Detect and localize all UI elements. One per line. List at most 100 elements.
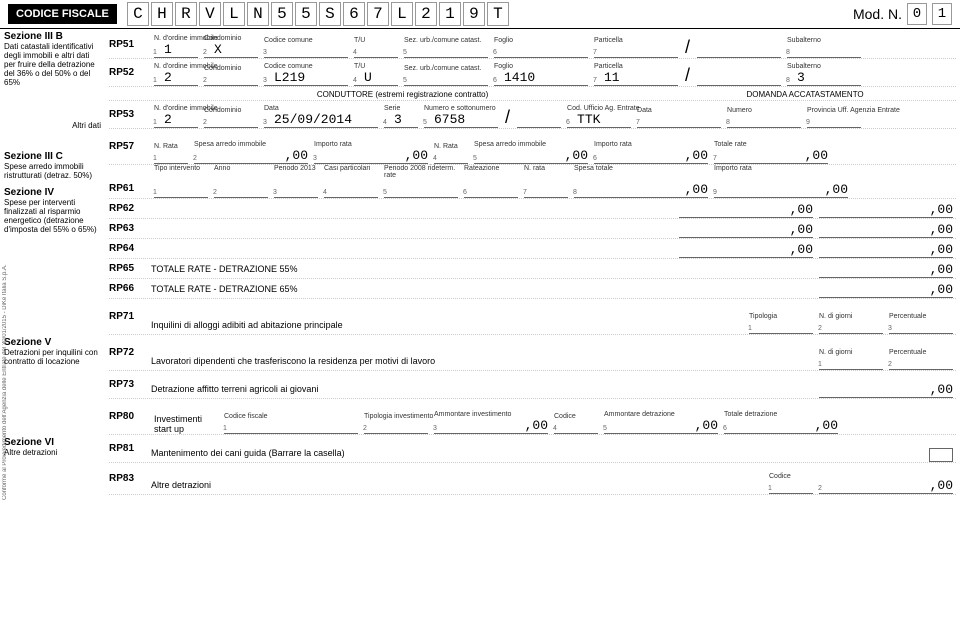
val: ,00 [819, 478, 953, 494]
lbl: N. di giorni [819, 349, 883, 356]
val: 11 [594, 70, 678, 86]
row-rp72: RP72 Lavoratori dipendenti che trasferis… [109, 335, 956, 371]
rp66-code: RP66 [109, 283, 151, 294]
val [214, 184, 268, 198]
sec5-desc: Detrazioni per inquilini con contratto d… [4, 348, 101, 366]
banner-left: CONDUTTORE (estremi registrazione contra… [151, 89, 654, 100]
row-rp83: RP83 Altre detrazioni Codice1 2,00 [109, 463, 956, 495]
num: 4 [433, 155, 437, 162]
num: 5 [423, 119, 427, 126]
val [697, 72, 781, 86]
lbl: Condominio [204, 107, 258, 114]
num: 2 [193, 155, 197, 162]
num: 4 [553, 425, 557, 432]
rp63-code: RP63 [109, 223, 151, 234]
checkbox[interactable] [929, 448, 953, 462]
rp65-text: TOTALE RATE - DETRAZIONE 55% [151, 260, 816, 278]
lbl: Condominio [204, 35, 258, 42]
row-rp51: RP51 N. d'ordine immobile11 Condominio2X… [109, 31, 956, 59]
mod-label: Mod. N. [853, 6, 902, 22]
val [204, 114, 258, 128]
hdr: N. rata [521, 165, 571, 179]
val [324, 184, 378, 198]
lbl: Codice fiscale [224, 413, 358, 420]
num: 7 [593, 49, 597, 56]
val: 2 [154, 112, 198, 128]
val: ,00 [819, 382, 953, 398]
lbl: Tipologia investimento [364, 413, 428, 420]
num: 2 [818, 485, 822, 492]
cf-char: 5 [271, 2, 293, 26]
val [594, 44, 678, 58]
val [354, 44, 398, 58]
codice-fiscale-boxes: C H R V L N 5 5 S 6 7 L 2 1 9 T [127, 2, 509, 26]
val: 3 [384, 112, 418, 128]
hdr: Casi particolari [321, 165, 381, 179]
lbl: Codice comune [264, 37, 348, 44]
cf-char: L [391, 2, 413, 26]
num: 4 [353, 77, 357, 84]
num: 2 [363, 425, 367, 432]
num: 7 [593, 77, 597, 84]
val: X [204, 42, 258, 58]
lbl: N. d'ordine immobile [154, 63, 198, 70]
val: ,00 [574, 182, 708, 198]
rp71-text: Inquilini di alloggi adibiti ad abitazio… [151, 316, 746, 334]
altri-dati-label: Altri dati [4, 121, 101, 151]
mod-n: Mod. N. 0 1 [853, 3, 952, 25]
hdr: Spesa totale [571, 165, 711, 179]
num: 6 [493, 49, 497, 56]
val [889, 320, 953, 334]
val [524, 184, 568, 198]
val [404, 72, 488, 86]
val: ,00 [819, 202, 953, 218]
lbl: Spesa arredo immobile [194, 141, 308, 148]
val: ,00 [679, 242, 813, 258]
val: ,00 [194, 148, 308, 164]
lbl: Codice comune [264, 63, 348, 70]
num: 5 [473, 155, 477, 162]
right-column: RP51 N. d'ordine immobile11 Condominio2X… [105, 29, 960, 497]
val: ,00 [724, 418, 838, 434]
rp80-t1: Investimenti [154, 414, 218, 424]
lbl: T/U [354, 63, 398, 70]
num: 3 [263, 119, 267, 126]
val: 1410 [494, 70, 588, 86]
val [787, 44, 861, 58]
val [154, 150, 188, 164]
cf-char: C [127, 2, 149, 26]
lbl: N. d'ordine immobile [154, 35, 198, 42]
lbl: Particella [594, 63, 678, 70]
num: 6 [463, 189, 467, 196]
lbl: Ammontare detrazione [604, 411, 718, 418]
top-bar: CODICE FISCALE C H R V L N 5 5 S 6 7 L 2… [0, 0, 960, 29]
rp73-text: Detrazione affitto terreni agricoli ai g… [151, 380, 816, 398]
val: 1 [154, 42, 198, 58]
row-rp61: RP61 1 2 3 4 5 6 7 8,00 9,00 [109, 179, 956, 199]
lbl: Serie [384, 105, 418, 112]
val [434, 150, 468, 164]
cf-char: 1 [439, 2, 461, 26]
rp52-banner: CONDUTTORE (estremi registrazione contra… [109, 87, 956, 101]
hdr: Tipo intervento [151, 165, 211, 179]
num: 6 [493, 77, 497, 84]
cf-char: 2 [415, 2, 437, 26]
num: 5 [403, 77, 407, 84]
rp51-code: RP51 [109, 39, 151, 50]
row-rp63: RP63 ,00 ,00 [109, 219, 956, 239]
cf-char: L [223, 2, 245, 26]
val [274, 184, 318, 198]
num: 1 [768, 485, 772, 492]
lbl: Foglio [494, 37, 588, 44]
num: 5 [383, 189, 387, 196]
val [464, 184, 518, 198]
row-rp65: RP65 TOTALE RATE - DETRAZIONE 55% ,00 [109, 259, 956, 279]
val: ,00 [434, 418, 548, 434]
val: U [354, 70, 398, 86]
rp81-text: Mantenimento dei cani guida (Barrare la … [151, 444, 926, 462]
val [404, 44, 488, 58]
num: 1 [748, 325, 752, 332]
row-rp73: RP73 Detrazione affitto terreni agricoli… [109, 371, 956, 399]
rp61-code: RP61 [109, 183, 151, 194]
rp53-code: RP53 [109, 109, 151, 120]
